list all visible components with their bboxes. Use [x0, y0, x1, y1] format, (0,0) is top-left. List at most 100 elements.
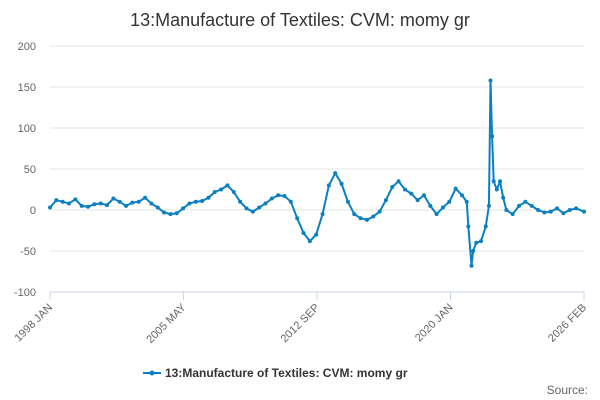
data-point[interactable]	[529, 203, 534, 208]
data-point[interactable]	[428, 203, 433, 208]
data-point[interactable]	[364, 217, 369, 222]
data-point[interactable]	[574, 206, 579, 211]
y-tick-label: -50	[20, 246, 36, 258]
data-point[interactable]	[288, 199, 293, 204]
data-point[interactable]	[73, 197, 78, 202]
data-point[interactable]	[168, 212, 173, 217]
data-point[interactable]	[555, 206, 560, 211]
data-point[interactable]	[111, 196, 116, 201]
data-point[interactable]	[219, 187, 224, 192]
data-point[interactable]	[352, 212, 357, 217]
source-label[interactable]: Source:	[547, 383, 588, 397]
data-point[interactable]	[149, 201, 154, 206]
data-point[interactable]	[54, 198, 59, 203]
data-point[interactable]	[67, 201, 72, 206]
data-point[interactable]	[440, 205, 445, 210]
data-point[interactable]	[390, 185, 395, 190]
data-point[interactable]	[523, 199, 528, 204]
legend-label: 13:Manufacture of Textiles: CVM: momy gr	[165, 366, 408, 380]
data-point[interactable]	[193, 199, 198, 204]
data-point[interactable]	[471, 249, 476, 253]
data-point[interactable]	[504, 208, 509, 212]
data-point[interactable]	[187, 201, 192, 206]
data-point[interactable]	[174, 211, 179, 216]
data-point[interactable]	[339, 181, 344, 186]
data-point[interactable]	[143, 195, 148, 200]
data-point[interactable]	[377, 209, 382, 214]
data-point[interactable]	[358, 216, 363, 221]
data-point[interactable]	[434, 212, 439, 217]
y-tick-label: -100	[14, 287, 36, 299]
data-point[interactable]	[263, 201, 268, 206]
x-tick-label: 2005 MAY	[144, 301, 189, 346]
data-point[interactable]	[517, 203, 522, 208]
data-point[interactable]	[490, 134, 495, 139]
data-point[interactable]	[409, 191, 414, 196]
data-point[interactable]	[212, 189, 217, 194]
data-point[interactable]	[421, 193, 426, 198]
legend[interactable]: 13:Manufacture of Textiles: CVM: momy gr	[143, 366, 408, 380]
data-point[interactable]	[105, 203, 110, 208]
data-point[interactable]	[250, 209, 255, 214]
data-point[interactable]	[206, 195, 211, 200]
data-point[interactable]	[320, 212, 325, 217]
data-point[interactable]	[282, 194, 287, 199]
data-point[interactable]	[474, 240, 479, 245]
data-point[interactable]	[464, 199, 469, 204]
data-point[interactable]	[269, 196, 274, 201]
data-point[interactable]	[483, 224, 488, 229]
data-point[interactable]	[510, 212, 515, 217]
data-point[interactable]	[501, 195, 506, 200]
data-point[interactable]	[459, 193, 464, 198]
data-point[interactable]	[326, 183, 331, 188]
data-point[interactable]	[257, 205, 262, 210]
data-point[interactable]	[276, 193, 281, 198]
data-point[interactable]	[92, 202, 97, 207]
data-point[interactable]	[307, 239, 312, 244]
data-point[interactable]	[130, 200, 135, 205]
data-point[interactable]	[314, 232, 319, 237]
data-point[interactable]	[98, 201, 103, 206]
data-point[interactable]	[333, 171, 338, 176]
data-point[interactable]	[162, 210, 167, 215]
data-point[interactable]	[561, 211, 566, 216]
data-point[interactable]	[453, 186, 458, 191]
data-point[interactable]	[567, 208, 572, 212]
data-point[interactable]	[582, 209, 586, 214]
data-point[interactable]	[542, 210, 547, 215]
data-point[interactable]	[345, 199, 350, 204]
data-point[interactable]	[244, 206, 249, 211]
data-point[interactable]	[488, 78, 493, 83]
data-point[interactable]	[181, 206, 186, 211]
data-point[interactable]	[371, 214, 376, 219]
data-point[interactable]	[136, 199, 141, 204]
data-point[interactable]	[491, 179, 496, 184]
data-point[interactable]	[225, 183, 230, 188]
data-point[interactable]	[155, 205, 160, 210]
data-point[interactable]	[231, 189, 236, 194]
data-point[interactable]	[48, 205, 52, 210]
data-point[interactable]	[396, 179, 401, 184]
data-point[interactable]	[494, 187, 499, 192]
data-point[interactable]	[200, 198, 205, 203]
data-point[interactable]	[60, 199, 65, 204]
data-point[interactable]	[536, 208, 541, 212]
data-point[interactable]	[117, 199, 122, 204]
data-point[interactable]	[295, 216, 300, 221]
data-point[interactable]	[498, 179, 503, 184]
data-point[interactable]	[402, 187, 407, 192]
data-point[interactable]	[469, 263, 474, 268]
data-point[interactable]	[479, 239, 483, 244]
data-point[interactable]	[383, 198, 388, 203]
data-point[interactable]	[238, 199, 243, 204]
data-point[interactable]	[447, 199, 452, 204]
data-point[interactable]	[124, 203, 129, 208]
data-point[interactable]	[86, 204, 91, 209]
y-axis: 200 150 100 50 0 -50 -100	[14, 41, 36, 299]
data-point[interactable]	[466, 224, 471, 229]
data-point[interactable]	[79, 203, 84, 208]
data-point[interactable]	[415, 198, 420, 203]
data-point[interactable]	[486, 203, 491, 208]
data-point[interactable]	[301, 230, 306, 235]
data-point[interactable]	[548, 209, 553, 214]
